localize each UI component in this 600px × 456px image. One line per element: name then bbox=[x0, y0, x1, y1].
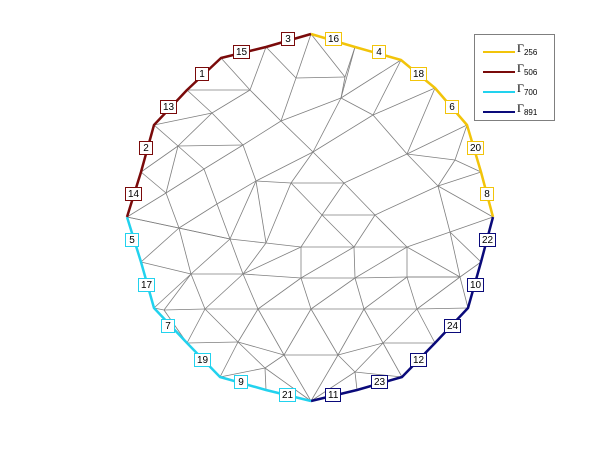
boundary-node-label: 16 bbox=[325, 32, 343, 46]
boundary-node-label: 18 bbox=[410, 67, 428, 81]
boundary-node-label: 21 bbox=[279, 388, 297, 402]
mesh-edges bbox=[126, 33, 494, 402]
boundary-node-label: 12 bbox=[410, 353, 428, 367]
boundary-node-label: 24 bbox=[444, 319, 462, 333]
boundary-node-label: 9 bbox=[234, 375, 248, 389]
boundary-node-label: 10 bbox=[467, 278, 485, 292]
boundary-node-label: 19 bbox=[194, 353, 212, 367]
legend-line-gamma-506 bbox=[483, 71, 515, 73]
legend-item-gamma-256: Γ256 bbox=[481, 41, 553, 61]
legend-item-gamma-700: Γ700 bbox=[481, 81, 553, 101]
legend-item-gamma-506: Γ506 bbox=[481, 61, 553, 81]
legend-label: Γ700 bbox=[517, 81, 538, 97]
legend-label: Γ506 bbox=[517, 61, 538, 77]
boundary-node-label: 22 bbox=[479, 233, 497, 247]
legend-item-gamma-891: Γ891 bbox=[481, 101, 553, 121]
legend-line-gamma-700 bbox=[483, 91, 515, 93]
boundary-node-label: 23 bbox=[371, 375, 389, 389]
boundary-node-label: 14 bbox=[125, 187, 143, 201]
boundary-node-label: 15 bbox=[233, 45, 251, 59]
legend-label: Γ891 bbox=[517, 101, 538, 117]
legend-label: Γ256 bbox=[517, 41, 538, 57]
legend-line-gamma-256 bbox=[483, 51, 515, 53]
boundary-segments bbox=[125, 32, 495, 403]
boundary-node-label: 8 bbox=[480, 187, 494, 201]
boundary-node-label: 4 bbox=[372, 45, 386, 59]
boundary-node-label: 7 bbox=[161, 319, 175, 333]
boundary-node-label: 6 bbox=[445, 100, 459, 114]
boundary-node-label: 2 bbox=[139, 141, 153, 155]
boundary-node-label: 11 bbox=[325, 388, 342, 402]
boundary-node-label: 5 bbox=[125, 233, 139, 247]
boundary-node-label: 3 bbox=[281, 32, 295, 46]
legend-line-gamma-891 bbox=[483, 111, 515, 113]
boundary-node-label: 20 bbox=[467, 141, 485, 155]
boundary-node-label: 13 bbox=[160, 100, 178, 114]
legend: Γ256 Γ506 Γ700 Γ891 bbox=[474, 34, 555, 121]
boundary-node-label: 1 bbox=[195, 67, 209, 81]
boundary-node-label: 17 bbox=[138, 278, 156, 292]
